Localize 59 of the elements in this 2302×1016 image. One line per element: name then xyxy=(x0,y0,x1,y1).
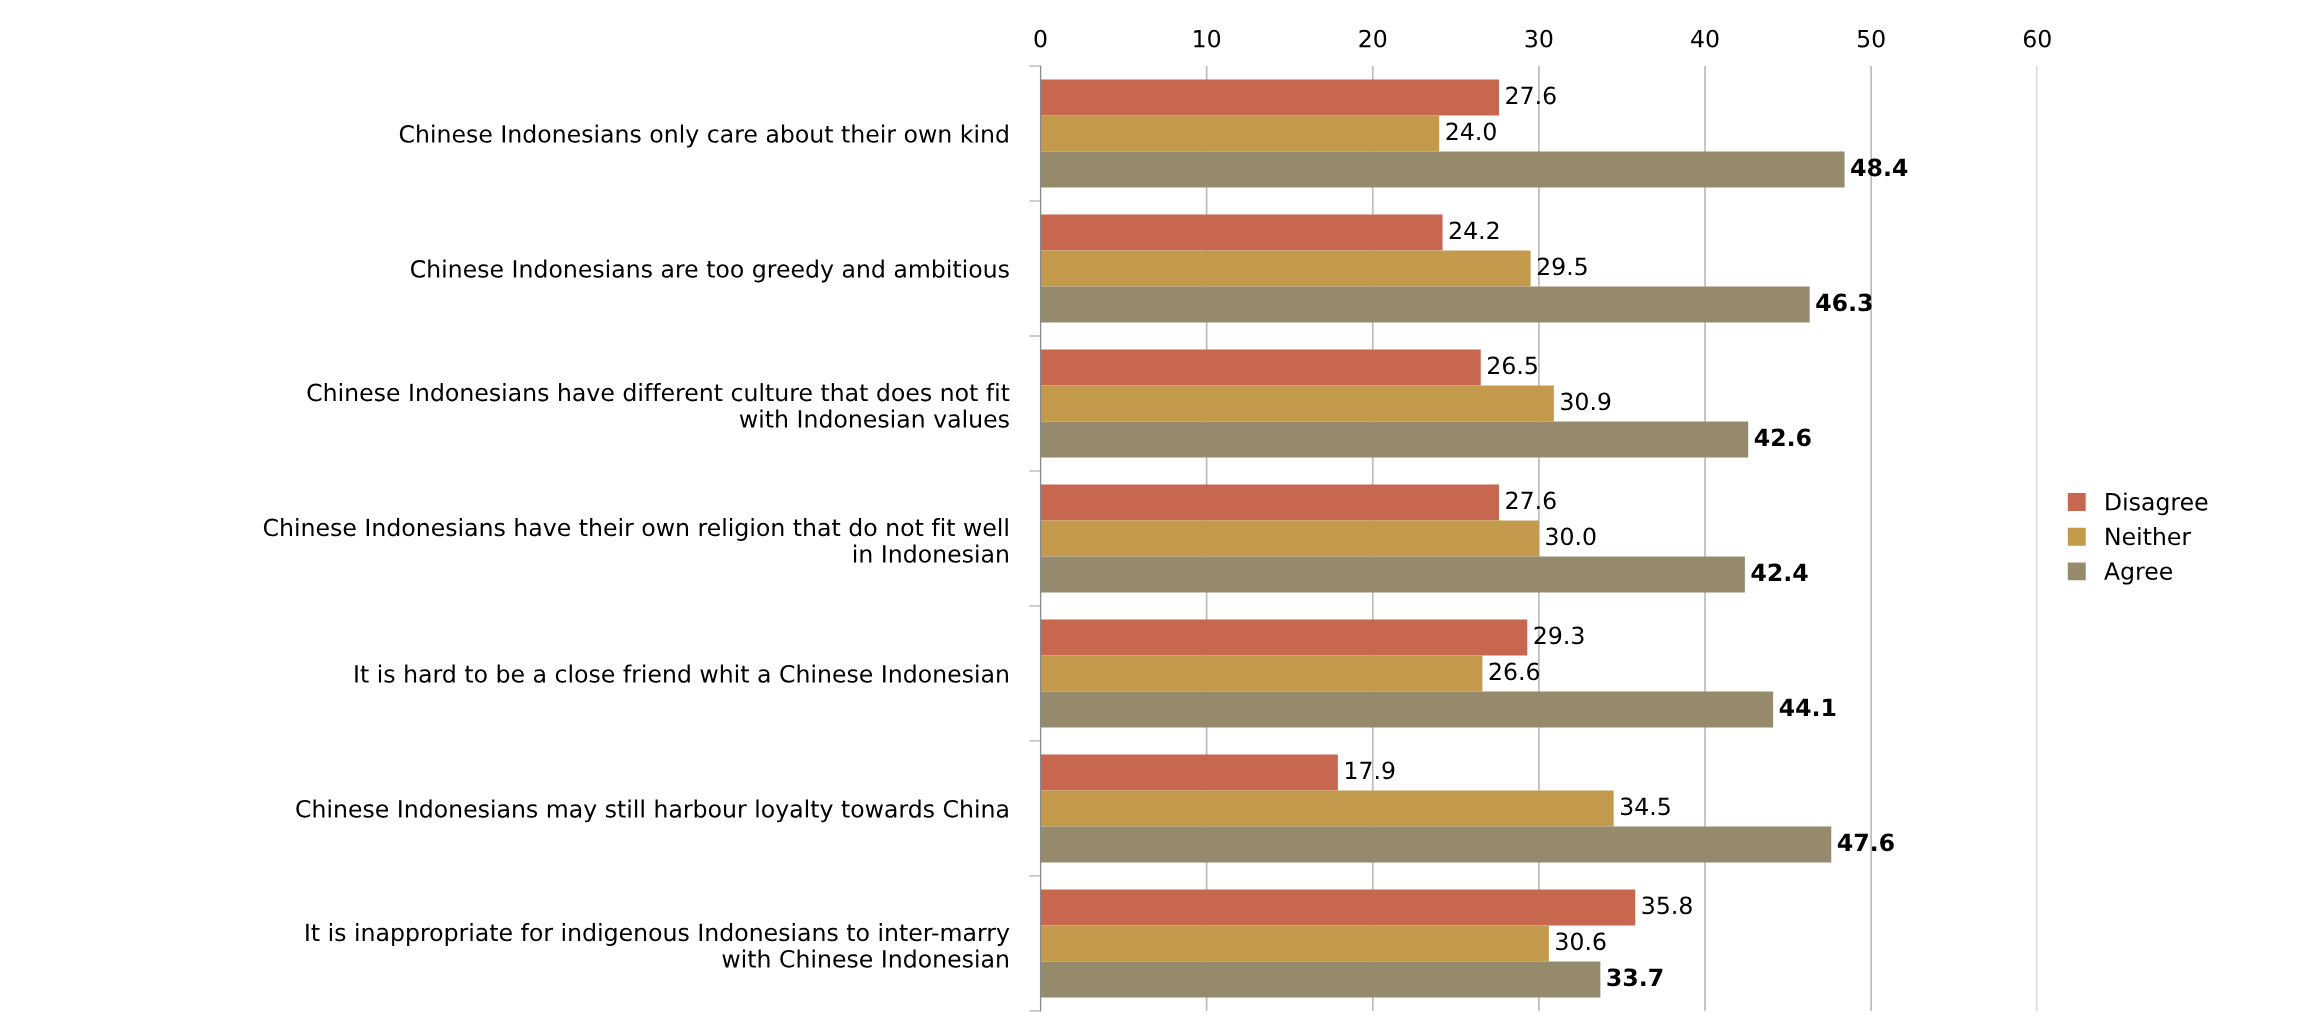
y-tick-label: Chinese Indonesians may still harbour loyalty towards China xyxy=(296,799,1008,823)
x-tick-label: 50 xyxy=(1857,29,1885,48)
legend-label: Disagree xyxy=(2106,492,2208,516)
bar xyxy=(1040,556,1745,593)
bar xyxy=(1040,619,1528,656)
x-tick-label: 30 xyxy=(1525,29,1553,48)
data-label: 30.6 xyxy=(1556,932,1606,951)
bar xyxy=(1040,691,1774,728)
data-label: 24.0 xyxy=(1446,122,1496,141)
y-tick-label: It is inappropriate for indigenous Indonesians to inter-marry with Chinese Indonesian xyxy=(306,923,1010,968)
data-label: 26.5 xyxy=(1488,356,1537,375)
bar xyxy=(1040,925,1549,962)
data-label: 46.3 xyxy=(1816,293,1872,312)
bar xyxy=(1040,484,1500,521)
y-tick-label: It is hard to be a close friend whit a Chinese Indonesian xyxy=(355,664,1008,683)
bar xyxy=(1040,961,1601,998)
y-tick-label: Chinese Indonesians only care about their own kind xyxy=(399,124,1008,148)
data-label: 27.6 xyxy=(1506,86,1556,105)
y-tick-label: Chinese Indonesians have their own religion that do not fit well in Indonesian xyxy=(263,518,1008,563)
bar xyxy=(1040,421,1749,458)
legend-label: Agree xyxy=(2104,562,2173,585)
bar xyxy=(1040,520,1539,557)
bar xyxy=(1040,889,1636,926)
data-label: 48.4 xyxy=(1851,158,1908,177)
bar xyxy=(1040,754,1338,791)
x-tick-label: 20 xyxy=(1359,29,1387,48)
data-label: 33.7 xyxy=(1607,968,1663,987)
bar xyxy=(1040,250,1531,287)
bar xyxy=(1040,115,1440,152)
data-label: 42.4 xyxy=(1751,563,1808,581)
data-label: 34.5 xyxy=(1621,797,1670,816)
data-label: 26.6 xyxy=(1489,662,1540,681)
legend-label: Neither xyxy=(2106,527,2192,546)
data-label: 30.9 xyxy=(1561,392,1611,411)
y-tick-label: Chinese Indonesians are too greedy and ambitious xyxy=(411,259,1009,283)
bar xyxy=(1040,349,1481,386)
data-label: 42.6 xyxy=(1754,428,1811,447)
x-tick-label: 40 xyxy=(1691,29,1719,48)
data-label: 30.0 xyxy=(1546,527,1596,546)
bar xyxy=(1040,655,1483,692)
data-label: 17.9 xyxy=(1346,761,1395,780)
data-label: 44.1 xyxy=(1779,698,1836,716)
bar xyxy=(1040,214,1443,251)
bar xyxy=(1040,790,1614,827)
bar xyxy=(1040,286,1810,323)
data-label: 27.6 xyxy=(1506,491,1556,510)
y-tick-label: Chinese Indonesians have different culture that does not fit with Indonesian values xyxy=(307,383,1010,428)
data-label: 29.5 xyxy=(1537,257,1587,276)
bar xyxy=(1040,826,1832,863)
x-tick-label: 10 xyxy=(1194,29,1221,48)
data-label: 35.8 xyxy=(1642,896,1692,915)
bar xyxy=(1040,385,1554,422)
data-label: 24.2 xyxy=(1449,221,1499,240)
bar xyxy=(1040,79,1500,116)
x-tick-label: 60 xyxy=(2023,29,2051,48)
data-label: 47.6 xyxy=(1837,833,1894,852)
x-tick-label: 0 xyxy=(1034,29,1047,48)
data-label: 29.3 xyxy=(1534,626,1584,645)
bar xyxy=(1040,151,1845,188)
